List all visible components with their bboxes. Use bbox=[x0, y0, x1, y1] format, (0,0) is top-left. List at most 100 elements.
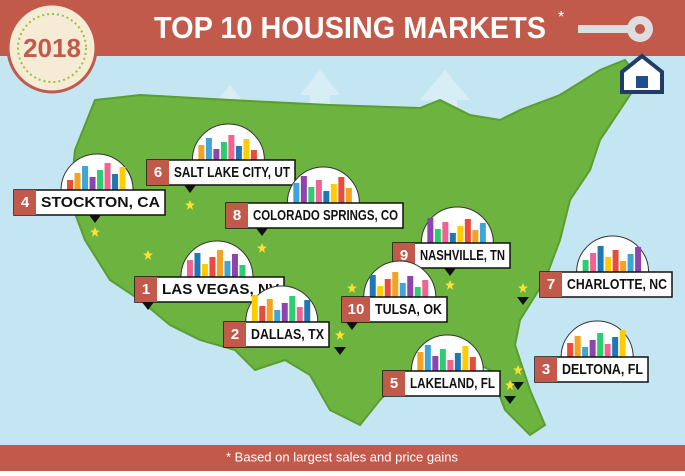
skyline-building bbox=[281, 303, 288, 322]
skyline-building bbox=[201, 264, 208, 277]
rank: 2 bbox=[231, 326, 239, 343]
market: 9 NASHVILLE, TN bbox=[392, 206, 511, 290]
title-asterisk: * bbox=[558, 9, 564, 26]
market: 10 TULSA, OK bbox=[341, 260, 448, 330]
skyline-building bbox=[228, 135, 235, 160]
skyline-building bbox=[472, 230, 479, 243]
key-icon bbox=[578, 16, 664, 94]
skyline-building bbox=[442, 222, 449, 243]
skyline-building bbox=[627, 254, 634, 272]
market: 5 LAKELAND, FL bbox=[382, 334, 516, 404]
rank: 4 bbox=[21, 194, 30, 211]
pointer bbox=[504, 396, 516, 404]
skyline-building bbox=[605, 257, 612, 272]
pointer bbox=[334, 347, 346, 355]
pointer bbox=[256, 228, 268, 236]
market-label: NASHVILLE, TN bbox=[420, 247, 505, 264]
skyline-building bbox=[296, 307, 303, 322]
skyline-building bbox=[345, 188, 352, 203]
skyline-building bbox=[597, 333, 604, 357]
footer-band bbox=[0, 445, 685, 471]
badge bbox=[6, 2, 98, 94]
skyline-building bbox=[239, 265, 246, 277]
skyline-building bbox=[112, 174, 119, 190]
rank-box bbox=[540, 272, 562, 297]
skyline-building bbox=[447, 360, 454, 371]
rank-box bbox=[535, 357, 557, 382]
skyline-building bbox=[198, 145, 205, 160]
skyline-building bbox=[597, 246, 604, 272]
skyline-building bbox=[323, 191, 330, 203]
skyline-building bbox=[250, 150, 257, 160]
skyline-building bbox=[422, 280, 429, 297]
skyline-building bbox=[582, 260, 589, 272]
skyline-building bbox=[434, 229, 441, 243]
market-label: COLORADO SPRINGS, CO bbox=[253, 207, 398, 224]
skyline-building bbox=[224, 261, 231, 277]
title: TOP 10 HOUSING MARKETS bbox=[154, 10, 546, 45]
rank: 8 bbox=[233, 207, 241, 224]
badge-year: 2018 bbox=[23, 33, 81, 63]
skyline-building bbox=[574, 336, 581, 357]
city-star bbox=[505, 380, 515, 390]
pointer bbox=[444, 268, 456, 276]
city-star bbox=[90, 227, 100, 237]
rank: 10 bbox=[348, 301, 365, 318]
skyline-building bbox=[89, 177, 96, 190]
rank: 7 bbox=[547, 276, 555, 293]
skyline-building bbox=[620, 261, 627, 272]
market-label: TULSA, OK bbox=[375, 301, 442, 318]
skyline-building bbox=[259, 306, 266, 322]
skyline-building bbox=[293, 183, 300, 203]
skyline-building bbox=[300, 176, 307, 203]
skyline-building bbox=[407, 276, 414, 297]
skyline-building bbox=[567, 343, 574, 357]
market: 8 COLORADO SPRINGS, CO bbox=[225, 166, 404, 253]
skyline-building bbox=[427, 218, 434, 243]
rank: 6 bbox=[154, 164, 162, 181]
rank-box bbox=[383, 371, 405, 396]
skyline-building bbox=[377, 286, 384, 297]
skyline-building bbox=[414, 287, 421, 297]
market-label: STOCKTON, CA bbox=[41, 194, 160, 211]
pointer bbox=[517, 297, 529, 305]
skyline-building bbox=[479, 223, 486, 243]
rank: 9 bbox=[400, 247, 408, 264]
skyline-building bbox=[369, 275, 376, 297]
skyline-building bbox=[439, 349, 446, 371]
skyline-building bbox=[82, 166, 89, 190]
skyline-building bbox=[220, 142, 227, 160]
skyline-building bbox=[449, 233, 456, 243]
market-label: SALT LAKE CITY, UT bbox=[174, 164, 290, 181]
market: 2 DALLAS, TX bbox=[223, 285, 346, 355]
market-label: DALLAS, TX bbox=[251, 326, 324, 343]
skyline-building bbox=[251, 295, 258, 322]
skyline-building bbox=[266, 299, 273, 322]
rank-box bbox=[224, 322, 246, 347]
city-star bbox=[335, 330, 345, 340]
skyline-building bbox=[384, 279, 391, 297]
city-star bbox=[347, 283, 357, 293]
skyline-building bbox=[216, 250, 223, 277]
market-label: CHARLOTTE, NC bbox=[567, 276, 667, 293]
skyline-building bbox=[104, 163, 111, 190]
footnote: * Based on largest sales and price gains bbox=[226, 449, 458, 464]
market: 3 DELTONA, FL bbox=[512, 320, 649, 390]
skyline-building bbox=[243, 139, 250, 160]
skyline-building bbox=[304, 300, 311, 322]
city-star bbox=[185, 200, 195, 210]
market-label: DELTONA, FL bbox=[562, 361, 643, 378]
badge-ring bbox=[17, 13, 87, 83]
market: 6 SALT LAKE CITY, UT bbox=[146, 123, 296, 210]
skyline-building bbox=[612, 337, 619, 357]
skyline-building bbox=[315, 180, 322, 203]
skyline-building bbox=[432, 356, 439, 371]
pointer bbox=[142, 302, 154, 310]
pointer bbox=[346, 322, 358, 330]
rank: 1 bbox=[142, 281, 150, 298]
skyline-building bbox=[464, 219, 471, 243]
pointer bbox=[512, 382, 524, 390]
skyline-building bbox=[338, 177, 345, 203]
market: 7 CHARLOTTE, NC bbox=[517, 235, 673, 305]
